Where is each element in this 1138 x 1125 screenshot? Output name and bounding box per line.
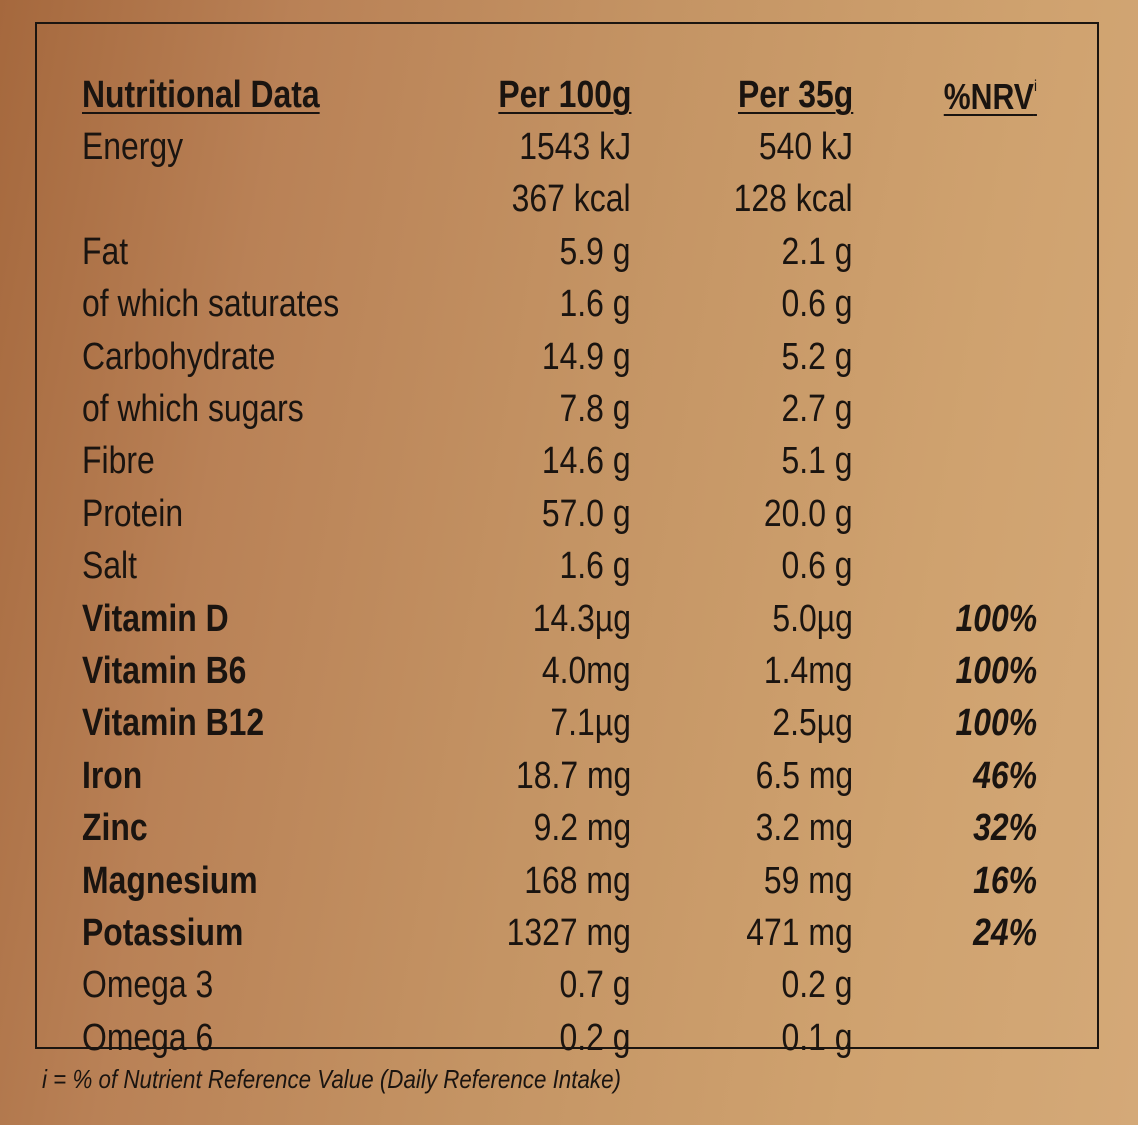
row-label: Magnesium — [82, 859, 258, 902]
row-per-35g: 471 mg — [746, 912, 853, 954]
row-per-35g: 128 kcal — [734, 178, 853, 221]
row-per-35g: 2.5µg — [772, 702, 853, 745]
row-nrv: 32% — [973, 807, 1037, 850]
row-label: of which saturates — [82, 283, 340, 326]
row-label: Iron — [82, 754, 143, 797]
row-label: Carbohydrate — [82, 335, 276, 378]
row-label: Salt — [82, 545, 138, 588]
row-nrv: 100% — [955, 650, 1037, 692]
row-nrv: 46% — [973, 754, 1037, 797]
row-per-35g: 0.6 g — [781, 545, 853, 588]
row-label: Potassium — [82, 912, 244, 954]
table-row: Energy 1543 kJ 540 kJ — [37, 121, 1097, 173]
row-label: Fat — [82, 230, 129, 273]
row-label: Protein — [82, 492, 184, 535]
row-label: Energy — [82, 126, 184, 168]
row-per-100g: 168 mg — [524, 859, 631, 902]
row-per-100g: 1.6 g — [559, 545, 631, 588]
row-per-100g: 7.8 g — [559, 388, 631, 430]
table-row: Protein 57.0 g 20.0 g — [37, 488, 1097, 540]
table-row: Omega 3 0.7 g 0.2 g — [37, 959, 1097, 1011]
row-per-35g: 0.6 g — [781, 283, 853, 326]
row-per-100g: 5.9 g — [559, 230, 631, 273]
row-label: Vitamin B6 — [82, 650, 247, 692]
row-per-35g: 59 mg — [764, 859, 853, 902]
row-per-100g: 1543 kJ — [519, 126, 631, 168]
table-header: Nutritional Data Per 100g Per 35g %NRVi — [37, 69, 1097, 121]
row-per-100g: 9.2 mg — [533, 807, 631, 850]
table-row: Vitamin B6 4.0mg 1.4mg 100% — [37, 645, 1097, 697]
row-per-35g: 0.2 g — [781, 964, 853, 1007]
table-row: Potassium 1327 mg 471 mg 24% — [37, 907, 1097, 959]
footnote: i = % of Nutrient Reference Value (Daily… — [42, 1064, 621, 1094]
row-per-35g: 2.1 g — [781, 230, 853, 273]
row-per-35g: 5.2 g — [781, 335, 853, 378]
table-row: Vitamin B12 7.1µg 2.5µg 100% — [37, 697, 1097, 749]
table-row: Carbohydrate 14.9 g 5.2 g — [37, 331, 1097, 383]
table-row: Salt 1.6 g 0.6 g — [37, 540, 1097, 592]
table-row: Omega 6 0.2 g 0.1 g — [37, 1012, 1097, 1064]
row-per-35g: 2.7 g — [781, 388, 853, 430]
row-per-100g: 14.6 g — [542, 440, 631, 483]
row-per-100g: 7.1µg — [550, 702, 631, 745]
header-nrv: %NRVi — [943, 76, 1037, 117]
table-row: of which saturates 1.6 g 0.6 g — [37, 278, 1097, 330]
row-label: of which sugars — [82, 388, 304, 430]
row-per-100g: 367 kcal — [512, 178, 631, 221]
row-per-100g: 0.7 g — [559, 964, 631, 1007]
table-row: Fibre 14.6 g 5.1 g — [37, 435, 1097, 487]
row-label: Vitamin D — [82, 597, 229, 640]
table-row: 367 kcal 128 kcal — [37, 173, 1097, 225]
row-label: Vitamin B12 — [82, 702, 265, 745]
table-row: Iron 18.7 mg 6.5 mg 46% — [37, 750, 1097, 802]
row-per-35g: 3.2 mg — [755, 807, 853, 850]
row-per-35g: 540 kJ — [758, 126, 853, 168]
table-row: Magnesium 168 mg 59 mg 16% — [37, 855, 1097, 907]
table-row: of which sugars 7.8 g 2.7 g — [37, 383, 1097, 435]
nutrition-table: Nutritional Data Per 100g Per 35g %NRVi … — [35, 22, 1099, 1059]
row-per-100g: 14.3µg — [532, 597, 631, 640]
row-per-35g: 5.0µg — [772, 597, 853, 640]
row-per-35g: 1.4mg — [764, 650, 853, 692]
row-per-35g: 5.1 g — [781, 440, 853, 483]
row-nrv: 16% — [973, 859, 1037, 902]
header-per-35g: Per 35g — [737, 74, 853, 116]
row-nrv: 24% — [973, 912, 1037, 954]
table-row: Zinc 9.2 mg 3.2 mg 32% — [37, 802, 1097, 854]
row-label: Fibre — [82, 440, 155, 483]
row-per-100g: 0.2 g — [559, 1016, 631, 1059]
row-per-35g: 20.0 g — [764, 492, 853, 535]
row-nrv: 100% — [955, 702, 1037, 745]
row-per-100g: 1327 mg — [506, 912, 631, 954]
row-per-35g: 0.1 g — [781, 1016, 853, 1059]
row-per-100g: 57.0 g — [542, 492, 631, 535]
row-per-100g: 4.0mg — [542, 650, 631, 692]
row-per-100g: 1.6 g — [559, 283, 631, 326]
row-per-35g: 6.5 mg — [755, 754, 853, 797]
row-per-100g: 18.7 mg — [515, 754, 631, 797]
table-row: Vitamin D 14.3µg 5.0µg 100% — [37, 593, 1097, 645]
header-per-100g: Per 100g — [497, 74, 631, 116]
table-row: Fat 5.9 g 2.1 g — [37, 226, 1097, 278]
header-label: Nutritional Data — [82, 74, 320, 116]
row-per-100g: 14.9 g — [542, 335, 631, 378]
row-label: Omega 6 — [82, 1016, 214, 1059]
row-nrv: 100% — [955, 597, 1037, 640]
row-label: Zinc — [82, 807, 148, 850]
row-label: Omega 3 — [82, 964, 214, 1007]
